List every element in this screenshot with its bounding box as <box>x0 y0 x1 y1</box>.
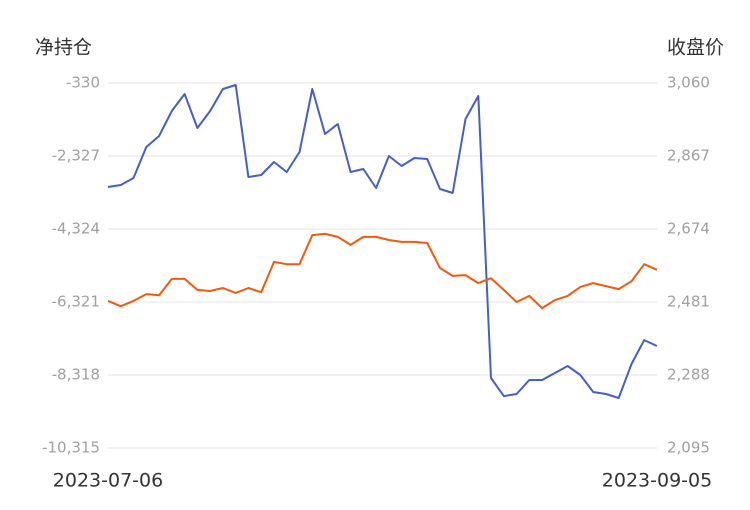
line-series <box>107 232 658 310</box>
y2-tick-label: 2,674 <box>667 220 710 238</box>
y2-tick-label: 3,060 <box>667 74 710 92</box>
x-tick-label: 2023-07-06 <box>53 470 163 492</box>
y2-tick-label: 2,095 <box>667 439 710 457</box>
y2-tick-label: 2,867 <box>667 147 710 165</box>
y2-tick-label: 2,288 <box>667 366 710 384</box>
y-tick-label: -4,324 <box>52 220 100 238</box>
y-tick-label: -330 <box>66 74 100 92</box>
y2-axis-title: 收盘价 <box>667 37 724 59</box>
x-tick-label: 2023-09-05 <box>602 470 712 492</box>
y-tick-label: -6,321 <box>52 293 100 311</box>
y-tick-label: -8,318 <box>52 366 100 384</box>
y2-tick-label: 2,481 <box>667 293 710 311</box>
y-tick-label: -2,327 <box>52 147 100 165</box>
line-series <box>107 84 658 399</box>
y-tick-label: -10,315 <box>42 439 100 457</box>
y-axis-title: 净持仓 <box>35 37 92 59</box>
